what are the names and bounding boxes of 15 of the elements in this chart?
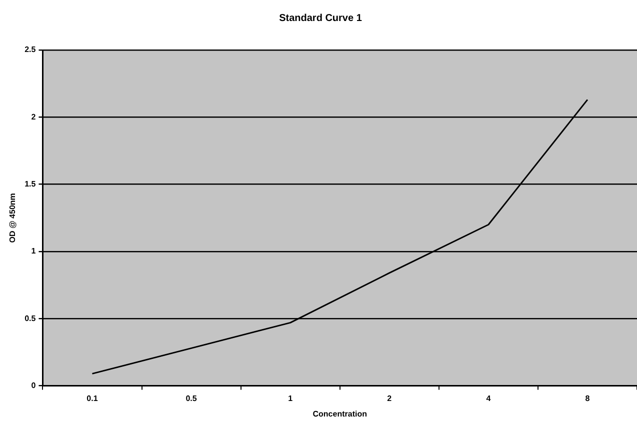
x-axis-title: Concentration	[312, 409, 368, 418]
y-tick-label: 0	[31, 381, 36, 390]
y-tick-label: 1	[31, 246, 36, 256]
y-tick-label: 0.5	[24, 314, 36, 323]
y-tick-label: 1.5	[24, 180, 36, 189]
chart-title: Standard Curve 1	[279, 12, 362, 24]
y-axis-title: OD @ 450nm	[8, 193, 18, 243]
x-tick-label: 1	[288, 394, 294, 403]
y-tick-label: 2.5	[24, 45, 36, 54]
x-tick-label: 8	[585, 394, 590, 403]
x-tick-label: 4	[486, 394, 492, 403]
x-tick-label: 2	[387, 394, 392, 403]
x-tick-label: 0.1	[86, 394, 98, 403]
y-tick-label: 2	[31, 112, 36, 122]
x-tick-label: 0.5	[186, 394, 198, 403]
